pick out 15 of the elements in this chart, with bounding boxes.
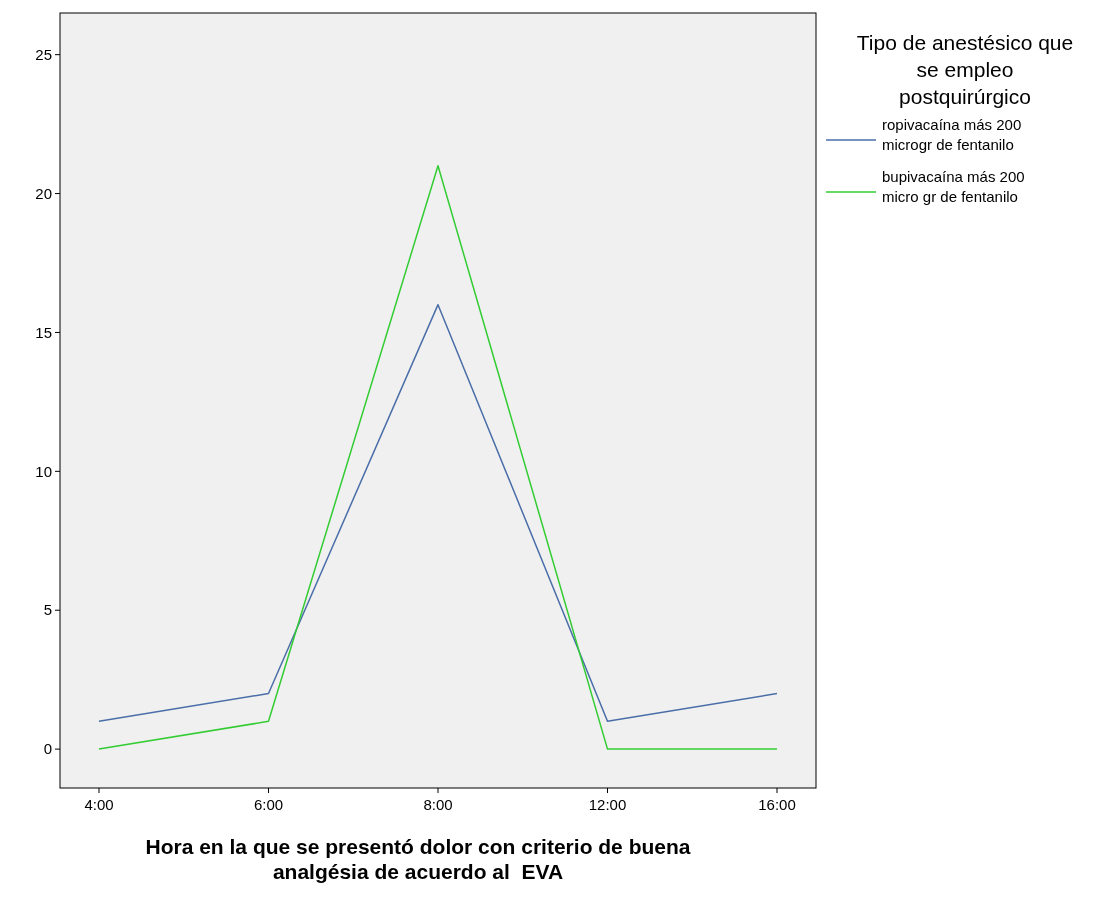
x-tick-label: 16:00 [758,796,796,813]
x-tick-label: 6:00 [253,796,284,813]
legend-label: ropivacaína más 200 microgr de fentanilo [882,116,1022,153]
y-tick-label: 15 [35,323,52,341]
x-tick-label: 4:00 [84,796,114,813]
x-tick-label: 8:00 [423,796,453,813]
legend-label: bupivacaína más 200 micro gr de fentanilo [882,168,1025,205]
legend-title: Tipo de anestésico que se empleo postquirúrgico [856,31,1074,108]
y-tick-label: 10 [35,462,52,480]
x-tick-label: 12:00 [588,796,627,813]
x-axis-title: Hora en la que se presentó dolor con criterio de buena analgésia de acuerdo al EVA [145,835,691,883]
y-tick-label: 20 [35,184,52,202]
y-tick-label: 5 [43,601,52,619]
y-tick-label: 0 [43,740,52,758]
y-tick-label: 25 [35,45,52,63]
